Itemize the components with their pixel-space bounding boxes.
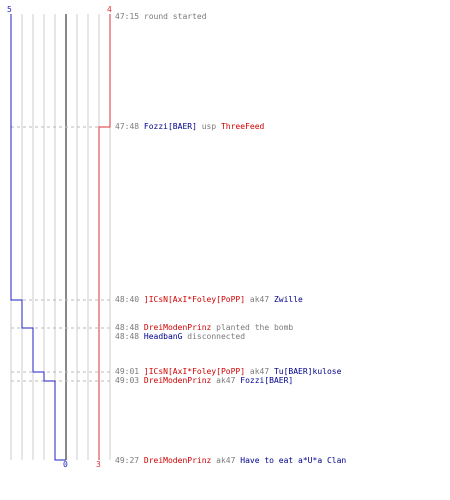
event-time: 48:40 <box>115 295 144 304</box>
event-text: disconnected <box>182 332 246 341</box>
event-row: 48:40 ]ICsN[AxI*Foley[PoPP] ak47 Zwille <box>115 295 303 304</box>
blue-count-start: 5 <box>7 5 12 14</box>
player-name-ct: Zwille <box>273 295 303 304</box>
event-time: 47:15 <box>115 12 144 21</box>
event-row: 49:27 DreiModenPrinz ak47 Have to eat a*… <box>115 456 346 465</box>
event-time: 48:48 <box>115 332 144 341</box>
red-count-end: 3 <box>96 460 101 469</box>
event-time: 48:48 <box>115 323 144 332</box>
event-row: 47:15 round started <box>115 12 207 21</box>
event-row: 48:48 DreiModenPrinz planted the bomb <box>115 323 293 332</box>
player-name-t: ThreeFeed <box>220 122 265 131</box>
player-name-t: DreiModenPrinz <box>143 376 212 385</box>
event-row: 47:48 Fozzi[BAER] usp ThreeFeed <box>115 122 264 131</box>
player-name-ct: HeadbanG <box>143 332 183 341</box>
player-name-ct: Tu[BAER]kulose <box>273 367 342 376</box>
player-name-t: DreiModenPrinz <box>143 323 212 332</box>
event-row: 49:01 ]ICsN[AxI*Foley[PoPP] ak47 Tu[BAER… <box>115 367 341 376</box>
event-text: ak47 <box>211 456 241 465</box>
event-text: ak47 <box>211 376 241 385</box>
event-leader-lines <box>11 126 112 382</box>
blue-count-end: 0 <box>63 460 68 469</box>
event-text: round started <box>143 12 207 21</box>
player-name-t: ]ICsN[AxI*Foley[PoPP] <box>143 367 246 376</box>
player-name-ct: Fozzi[BAER] <box>240 376 294 385</box>
grid-lines <box>10 14 111 460</box>
event-text: ak47 <box>245 295 274 304</box>
event-text: ak47 <box>245 367 274 376</box>
event-row: 49:03 DreiModenPrinz ak47 Fozzi[BAER] <box>115 376 293 385</box>
player-name-ct: Fozzi[BAER] <box>143 122 197 131</box>
event-row: 48:48 HeadbanG disconnected <box>115 332 245 341</box>
event-time: 49:03 <box>115 376 144 385</box>
blue-team-alive-line <box>10 14 66 461</box>
event-text: usp <box>196 122 221 131</box>
player-name-ct: Have to eat a*U*a Clan <box>240 456 347 465</box>
red-count-start: 4 <box>107 5 112 14</box>
event-text: planted the bomb <box>211 323 294 332</box>
red-team-alive-line <box>98 14 111 460</box>
event-time: 49:01 <box>115 367 144 376</box>
event-time: 47:48 <box>115 122 144 131</box>
event-time: 49:27 <box>115 456 144 465</box>
player-name-t: ]ICsN[AxI*Foley[PoPP] <box>143 295 246 304</box>
player-name-t: DreiModenPrinz <box>143 456 212 465</box>
